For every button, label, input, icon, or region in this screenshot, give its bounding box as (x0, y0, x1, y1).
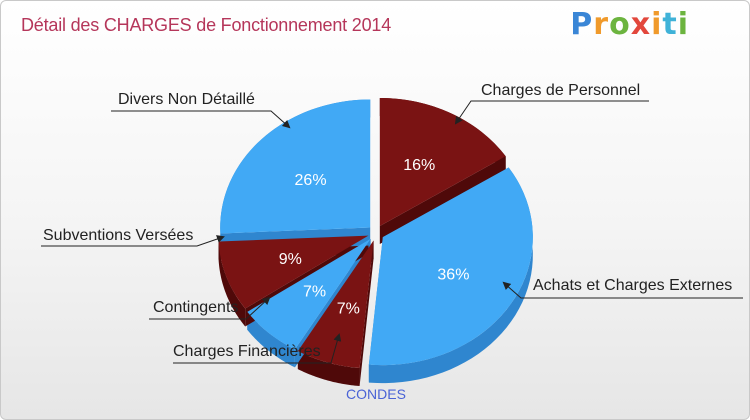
brand-logo: Proxiti (570, 7, 689, 42)
city-label: CONDES (346, 386, 406, 402)
pie-slice (220, 99, 371, 234)
leader-line (173, 333, 342, 364)
category-label: Achats et Charges Externes (533, 277, 732, 294)
pie-slice (379, 97, 506, 226)
pie-pct-label: 26% (295, 172, 327, 189)
pie-pct-label: 36% (437, 267, 469, 284)
pie-slice-side (368, 167, 533, 384)
pie-slice (247, 238, 371, 350)
pie-slice-side (218, 241, 246, 327)
leader-line (454, 100, 649, 125)
category-label: Divers Non Détaillé (118, 91, 255, 108)
pie-pct-label: 9% (279, 251, 302, 268)
pie-slice (368, 167, 533, 366)
pie-pct-label: 7% (337, 301, 360, 318)
leader-line (149, 296, 271, 320)
pie-slice (297, 240, 374, 369)
category-label: Contingents (153, 299, 238, 316)
leader-line (502, 281, 743, 299)
pie-labels: Charges de Personnel Achats et Charges Ex… (41, 82, 743, 364)
pie-pct-label: 7% (303, 284, 326, 301)
category-label: Subventions Versées (43, 227, 193, 244)
pie-slice-wall (359, 240, 374, 387)
category-label: Charges Financières (173, 343, 321, 360)
leader-line (111, 110, 291, 129)
leader-line (41, 235, 225, 247)
pie-slice (218, 235, 369, 309)
pie-pct-label: 16% (403, 157, 435, 174)
pie-slice-side (247, 311, 295, 368)
pie-slice-side (297, 351, 360, 387)
category-label: Charges de Personnel (481, 82, 640, 99)
pie-tops: 16%36%7%7%9%26% (218, 97, 533, 369)
chart-title: Détail des CHARGES de Fonctionnement 201… (21, 15, 392, 35)
